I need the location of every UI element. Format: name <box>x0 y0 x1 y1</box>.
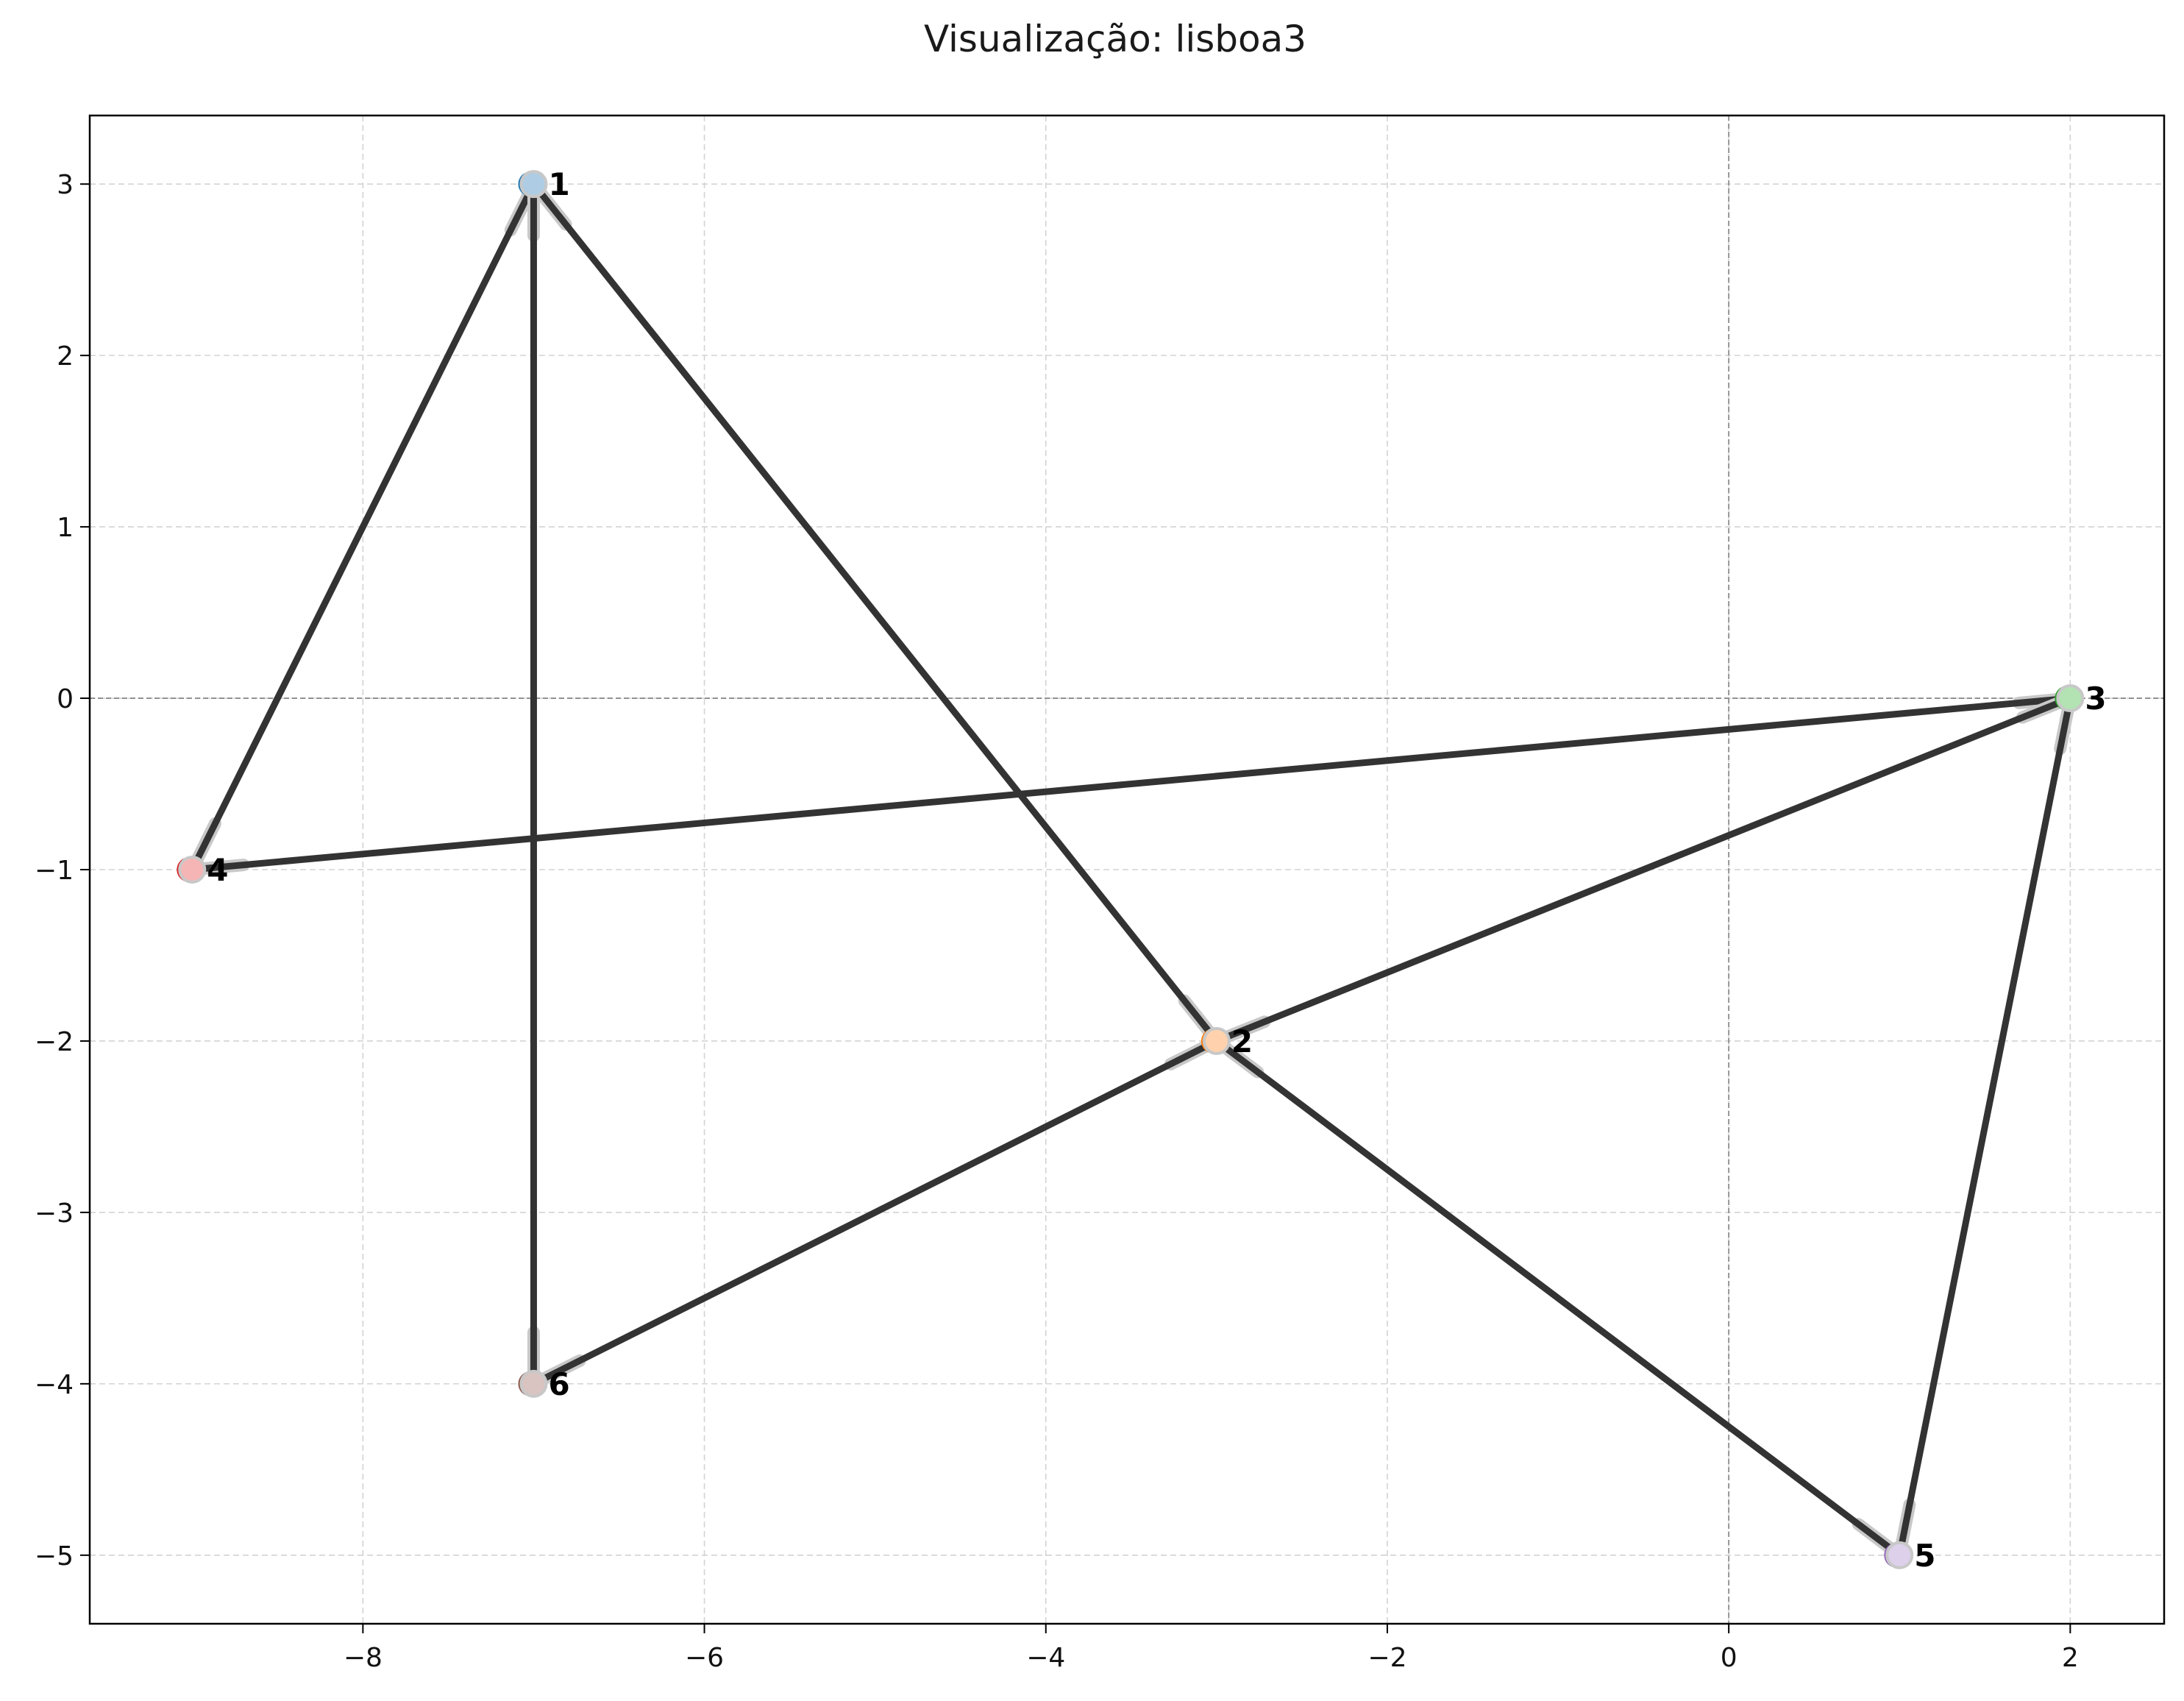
node-6-label: 6 <box>548 1366 569 1402</box>
x-tick-label: −6 <box>685 1643 724 1673</box>
y-tick-label: −4 <box>35 1370 74 1400</box>
y-axis-ticks: −5 −4 −3 −2 −1 0 1 2 3 <box>35 170 90 1572</box>
node-4-marker <box>178 856 207 884</box>
x-tick-label: −4 <box>1026 1643 1065 1673</box>
x-axis-ticks: −8 −6 −4 −2 0 2 <box>344 1624 2079 1673</box>
x-tick-label: −2 <box>1367 1643 1406 1673</box>
x-tick-label: 2 <box>2062 1643 2079 1673</box>
y-tick-label: 2 <box>57 341 74 372</box>
node-2-marker <box>1202 1026 1231 1055</box>
reference-lines <box>90 116 2164 1624</box>
y-tick-label: −3 <box>35 1198 74 1229</box>
y-tick-label: 0 <box>57 684 74 714</box>
node-1-label: 1 <box>548 166 569 202</box>
node-1-marker <box>519 170 548 199</box>
node-3-label: 3 <box>2085 681 2106 717</box>
node-4-label: 4 <box>207 852 228 888</box>
x-tick-label: −8 <box>344 1643 383 1673</box>
edge-line-4-3 <box>188 695 2074 873</box>
edge-line-1-4 <box>188 180 537 873</box>
y-tick-label: −5 <box>35 1541 74 1572</box>
grid <box>90 116 2164 1624</box>
edge-line-2-3 <box>1213 695 2074 1045</box>
y-tick-label: −1 <box>35 856 74 886</box>
node-labels: 1 2 3 4 5 6 <box>207 166 2106 1574</box>
y-tick-label: −2 <box>35 1027 74 1057</box>
nodes <box>177 170 2085 1569</box>
edge-line-1-2 <box>530 180 1220 1045</box>
node-5-label: 5 <box>1914 1538 1935 1574</box>
node-3-marker <box>2056 684 2085 713</box>
node-6-marker <box>519 1369 548 1398</box>
edge-line-2-5 <box>1213 1037 1903 1559</box>
x-tick-label: 0 <box>1721 1643 1737 1673</box>
edge-line-3-5 <box>1896 695 2074 1559</box>
y-tick-label: 3 <box>57 170 74 200</box>
chart-title: Visualização: lisboa3 <box>924 18 1306 60</box>
edge-line-2-6 <box>530 1037 1220 1388</box>
node-2-label: 2 <box>1231 1023 1253 1059</box>
node-5-marker <box>1885 1541 1914 1569</box>
y-tick-label: 1 <box>57 513 74 543</box>
